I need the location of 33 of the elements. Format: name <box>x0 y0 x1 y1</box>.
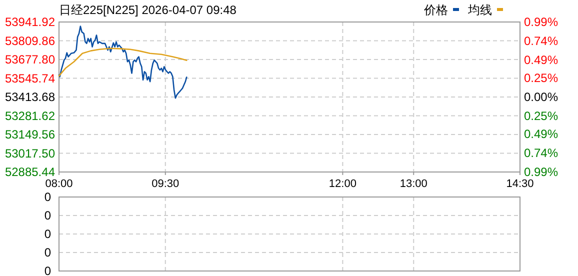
text: 0 <box>44 246 52 260</box>
chart-title: 日经225[N225] 2026-04-07 09:48 <box>59 3 237 17</box>
y2-tick-label: 0.49% <box>524 127 558 142</box>
text: 0 <box>44 227 52 241</box>
x-tick-label: 08:00 <box>45 178 73 190</box>
y-tick-label: 53413.68 <box>4 90 56 104</box>
text: 0 <box>44 208 52 222</box>
y2-tick-label: 0.74% <box>524 146 558 160</box>
y-tick-label: 53149.56 <box>4 128 56 142</box>
y2-tick-label: 0.49% <box>524 52 558 67</box>
y-tick-label: 53545.74 <box>4 71 56 86</box>
y2-tick-label: 0.99% <box>524 15 558 29</box>
line-series <box>58 26 188 99</box>
line-series <box>58 48 188 77</box>
y-tick-label: 53677.80 <box>4 52 56 66</box>
x-tick-label: 09:30 <box>152 178 180 190</box>
x-tick-label: 12:00 <box>328 178 356 190</box>
y2-tick-label: 0.99% <box>524 165 558 179</box>
x-tick-label: 14:30 <box>506 178 534 190</box>
y2-tick-label: 0.74% <box>524 34 558 48</box>
legend-label: 均线 <box>467 3 492 17</box>
y-tick-label: 53941.92 <box>4 15 56 29</box>
y2-tick-label: 0.25% <box>524 108 558 123</box>
y2-tick-label: 0.25% <box>524 71 558 86</box>
y-tick-label: 53281.62 <box>4 108 56 123</box>
x-tick-label: 13:00 <box>400 178 428 190</box>
text: 0 <box>44 190 52 204</box>
legend-label: 价格 <box>423 3 448 17</box>
y-tick-label: 53017.50 <box>4 146 56 160</box>
y-tick-label: 52885.44 <box>4 165 56 179</box>
y2-tick-label: 0.00% <box>524 90 558 104</box>
y-tick-label: 53809.86 <box>4 34 56 48</box>
text: 0 <box>44 264 52 276</box>
